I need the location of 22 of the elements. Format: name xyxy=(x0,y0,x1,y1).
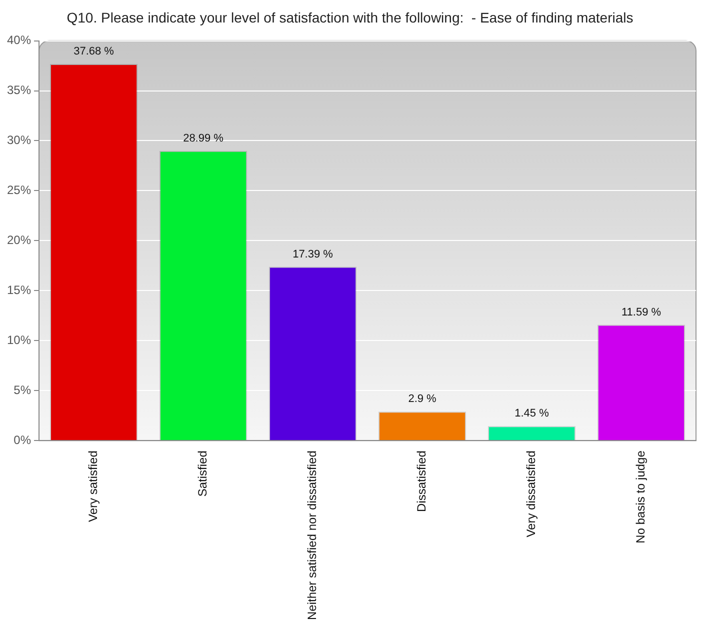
y-tick-label: 0% xyxy=(14,432,32,447)
x-tick-label: Neither satisfied nor dissatisfied xyxy=(305,450,320,620)
x-tick-label: Very dissatisfied xyxy=(524,450,538,538)
y-tick-label: 35% xyxy=(6,83,32,98)
y-tick-label: 10% xyxy=(6,332,32,347)
x-tick-label: Satisfied xyxy=(196,450,210,497)
x-tick-label: Very satisfied xyxy=(86,450,100,522)
y-tick-label: 20% xyxy=(6,233,32,248)
data-label: 2.9 % xyxy=(408,393,437,406)
y-tick-label: 15% xyxy=(6,282,32,297)
data-label: 17.39 % xyxy=(292,248,334,260)
y-tick-label: 5% xyxy=(14,382,32,397)
data-label: 37.68 % xyxy=(74,46,114,58)
data-label: 11.59 % xyxy=(621,306,662,318)
data-label: 1.45 % xyxy=(514,408,550,420)
y-tick-label: 40% xyxy=(6,33,32,48)
y-tick-label: 30% xyxy=(6,133,32,148)
chart-title: Q10. Please indicate your level of satisfaction with the following: - Ease of finding materials xyxy=(66,9,634,26)
x-tick-label: No basis to judge xyxy=(634,450,648,544)
data-label: 28.99 % xyxy=(183,132,224,144)
x-tick-label: Dissatisfied xyxy=(414,450,429,512)
y-tick-label: 25% xyxy=(6,183,32,198)
